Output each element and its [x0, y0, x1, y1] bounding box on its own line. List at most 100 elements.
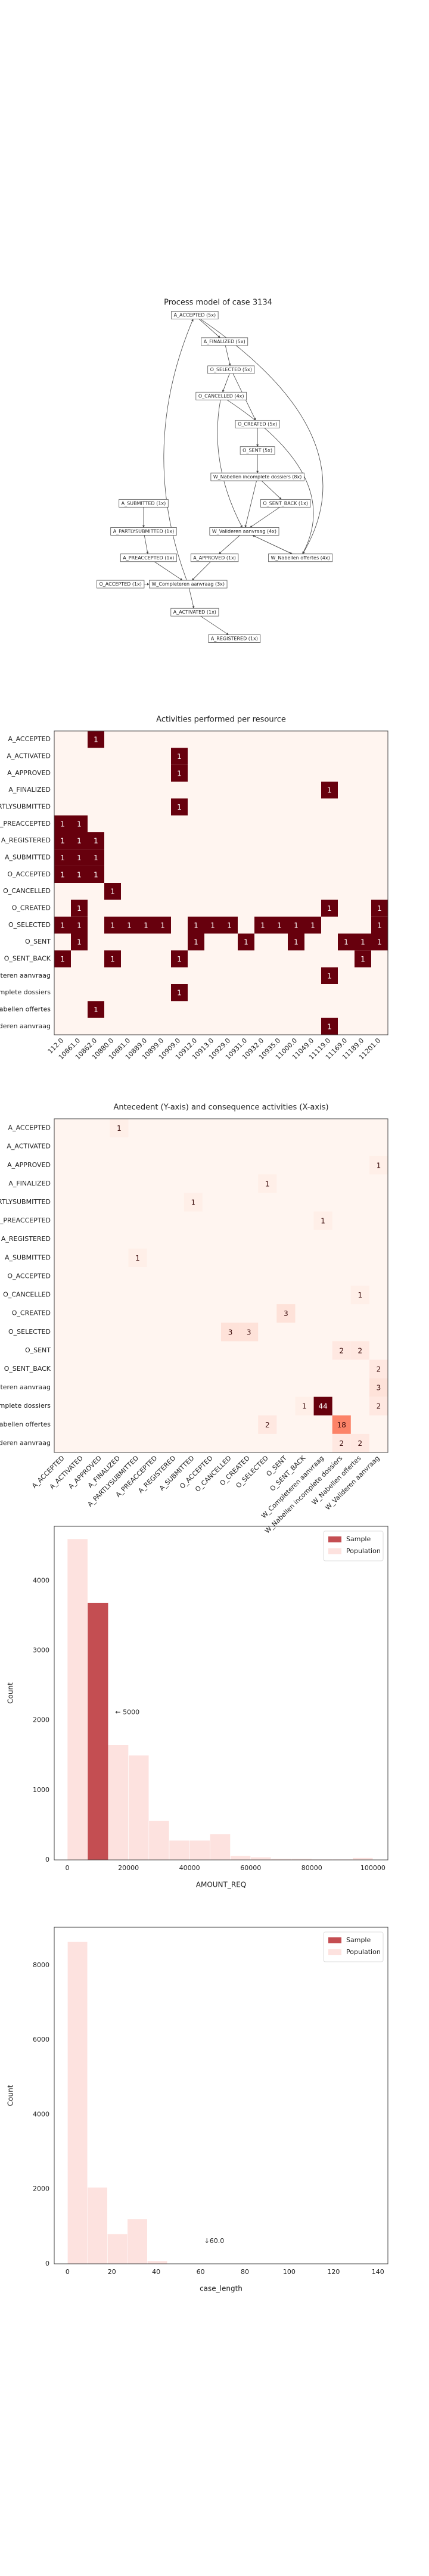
legend-swatch [328, 1536, 341, 1542]
cell-label: 1 [277, 921, 282, 929]
cell-label: 2 [339, 1439, 344, 1448]
y-tick-label: A_FINALIZED [8, 786, 51, 794]
node-label: O_CANCELLED (4x) [198, 393, 244, 399]
histogram-bar [107, 2234, 127, 2264]
node-label: O_ACCEPTED (1x) [100, 581, 142, 587]
y-tick-label: O_SELECTED [8, 921, 51, 929]
cell-label: 1 [327, 1022, 332, 1031]
x-tick-label: 20 [108, 2268, 116, 2276]
x-tick-label: 140 [372, 2268, 384, 2276]
histogram-bar [108, 1745, 128, 1860]
y-tick-label: O_SENT [25, 938, 51, 945]
cell-label: 1 [321, 1217, 325, 1225]
cell-label: 2 [377, 1365, 381, 1374]
cell-label: 1 [60, 854, 65, 862]
cell-label: 1 [265, 1180, 270, 1188]
y-tick-label: W_Completeren aanvraag [0, 1383, 51, 1391]
cell-label: 1 [60, 837, 65, 845]
legend-swatch [328, 1949, 341, 1955]
cell-label: 1 [377, 938, 382, 947]
cell-label: 44 [318, 1402, 327, 1411]
node-label: O_SELECTED (5x) [210, 367, 252, 372]
cell-label: 1 [360, 938, 365, 947]
y-tick-label: O_CANCELLED [3, 887, 51, 895]
cell-label: 1 [177, 752, 182, 761]
y-tick-label: W_Valideren aanvraag [0, 1439, 51, 1446]
cell-label: 3 [247, 1328, 251, 1336]
cell-label: 1 [77, 938, 82, 947]
cell-label: 1 [94, 736, 98, 744]
y-tick-label: W_Valideren aanvraag [0, 1022, 51, 1030]
diagram-edge [225, 346, 230, 366]
cell-label: 1 [94, 1006, 98, 1014]
diagram-edge [144, 535, 148, 553]
cell-label: 2 [265, 1421, 270, 1429]
x-tick-label: 60000 [240, 1864, 261, 1872]
histogram-bar [251, 1857, 271, 1860]
histogram-bar [231, 1856, 251, 1860]
cell-label: 1 [94, 854, 98, 862]
y-tick-label: A_PARTLYSUBMITTED [0, 1198, 51, 1206]
y-tick-label: 4000 [33, 1576, 49, 1584]
cell-label: 1 [327, 786, 332, 795]
y-tick-label: 2000 [33, 2185, 49, 2193]
y-tick-label: O_SENT [25, 1346, 51, 1354]
node-label: A_APPROVED (1x) [193, 555, 236, 561]
x-tick-label: 100 [283, 2268, 296, 2276]
cell-label: 1 [60, 820, 65, 828]
y-tick-label: O_ACCEPTED [7, 1272, 51, 1280]
histogram-bar [189, 1840, 210, 1860]
diagram-edge [199, 319, 220, 338]
x-tick-label: 40000 [179, 1864, 200, 1872]
y-tick-label: O_SELECTED [8, 1328, 51, 1336]
cell-label: 1 [60, 870, 65, 879]
histogram-bar [169, 1840, 189, 1860]
cell-label: 1 [94, 837, 98, 845]
node-label: O_SENT_BACK (1x) [263, 500, 308, 506]
y-tick-label: 1000 [33, 1786, 49, 1794]
node-label: W_Completeren aanvraag (3x) [152, 581, 225, 587]
x-axis-label: AMOUNT_REQ [196, 1881, 246, 1889]
annotation: ← 5000 [115, 1708, 139, 1716]
y-tick-label: A_ACCEPTED [8, 735, 51, 743]
histogram-bar [129, 1755, 149, 1860]
cell-label: 1 [358, 1291, 363, 1299]
y-tick-label: A_PREACCEPTED [0, 1217, 51, 1224]
y-tick-label: 2000 [33, 1716, 49, 1724]
cell-label: 2 [377, 1402, 381, 1411]
node-label: A_REGISTERED (1x) [211, 636, 258, 641]
cell-label: 1 [127, 921, 132, 929]
y-tick-label: A_SUBMITTED [5, 1253, 51, 1261]
cell-label: 2 [339, 1346, 344, 1355]
legend-label: Population [346, 1547, 381, 1555]
y-tick-label: W_Nabellen incomplete dossiers [0, 988, 51, 996]
cell-label: 1 [194, 921, 198, 929]
x-tick-label: 0 [66, 2268, 70, 2276]
y-tick-label: 6000 [33, 2036, 49, 2043]
cell-label: 1 [77, 837, 82, 845]
x-tick-label: 20000 [118, 1864, 139, 1872]
x-axis-label: case_length [200, 2285, 243, 2293]
y-tick-label: W_Nabellen offertes [0, 1006, 51, 1013]
cell-label: 1 [177, 803, 182, 811]
cell-label: 1 [60, 921, 65, 929]
cell-label: 1 [60, 955, 65, 963]
y-tick-label: O_CREATED [12, 904, 51, 912]
cell-label: 1 [177, 955, 182, 963]
y-tick-label: O_SENT_BACK [4, 955, 51, 963]
cell-label: 1 [77, 820, 82, 828]
histogram-bar [88, 1603, 108, 1860]
cell-label: 1 [77, 854, 82, 862]
x-tick-label: 40 [152, 2268, 160, 2276]
node-label: A_ACTIVATED (1x) [173, 609, 216, 615]
diagram-edge [200, 319, 323, 554]
legend-swatch [328, 1937, 341, 1943]
y-tick-label: O_SENT_BACK [4, 1365, 51, 1373]
cell-label: 1 [94, 870, 98, 879]
y-tick-label: A_SUBMITTED [5, 854, 51, 861]
cell-label: 18 [337, 1421, 346, 1429]
y-tick-label: A_ACCEPTED [8, 1124, 51, 1132]
y-tick-label: 0 [45, 1856, 49, 1863]
cell-label: 1 [344, 938, 349, 947]
